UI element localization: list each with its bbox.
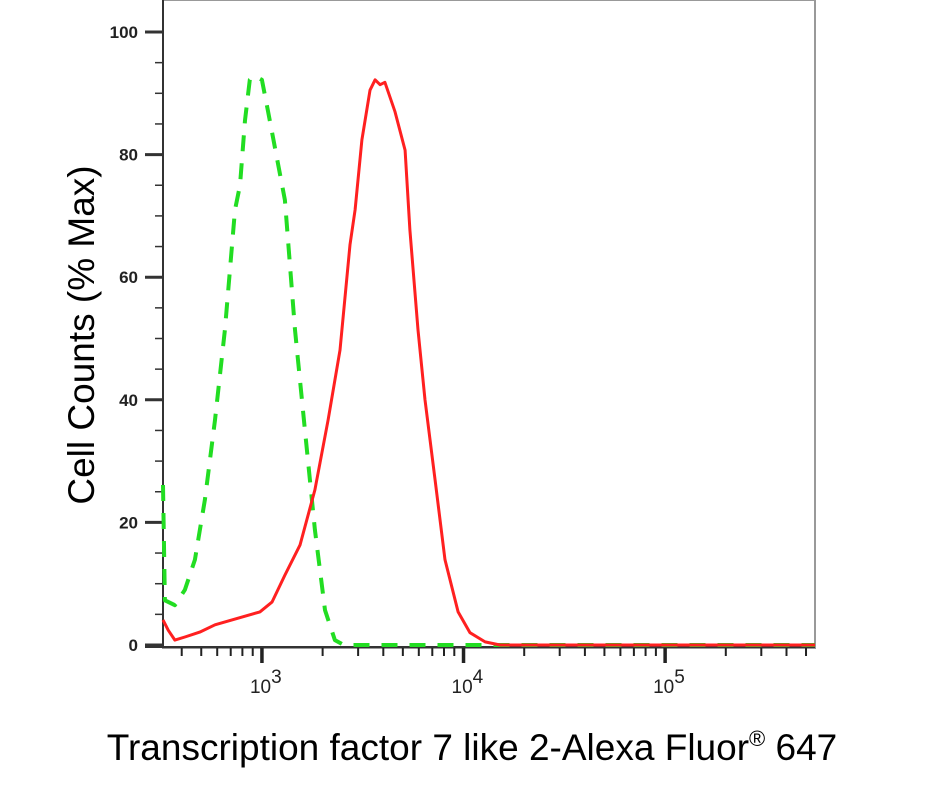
x-tick-exponent: 5 bbox=[674, 667, 685, 688]
x-tick-base: 10 bbox=[250, 677, 271, 698]
x-tick-base: 10 bbox=[452, 677, 473, 698]
y-axis-title: Cell Counts (% Max) bbox=[61, 165, 102, 504]
y-tick-label: 0 bbox=[129, 636, 138, 655]
x-tick-exponent: 4 bbox=[473, 667, 484, 688]
series-group bbox=[161, 74, 815, 647]
y-tick-label: 80 bbox=[119, 146, 138, 165]
x-axis-title-end: 647 bbox=[765, 727, 837, 768]
x-axis-title-main: Transcription factor 7 like 2-Alexa Fluo… bbox=[107, 727, 749, 768]
x-axis-title-registered: ® bbox=[749, 726, 765, 751]
x-tick-exponent: 3 bbox=[271, 667, 282, 688]
y-axis: 0 20 40 60 80 100 bbox=[110, 0, 164, 655]
x-tick-base: 10 bbox=[653, 677, 674, 698]
x-tick-label: 104 bbox=[452, 667, 484, 698]
y-tick-label: 60 bbox=[119, 268, 138, 287]
x-tick-label: 103 bbox=[250, 667, 282, 698]
sample-line bbox=[161, 78, 815, 647]
x-axis-title: Transcription factor 7 like 2-Alexa Fluo… bbox=[107, 726, 838, 768]
y-tick-label: 20 bbox=[119, 513, 138, 532]
plot-frame bbox=[162, 0, 816, 649]
x-tick-label: 105 bbox=[653, 667, 685, 698]
y-tick-label: 40 bbox=[119, 391, 138, 410]
isotype-control-line bbox=[161, 74, 815, 647]
x-axis: 103 104 105 bbox=[145, 646, 815, 698]
y-tick-label: 100 bbox=[110, 23, 138, 42]
